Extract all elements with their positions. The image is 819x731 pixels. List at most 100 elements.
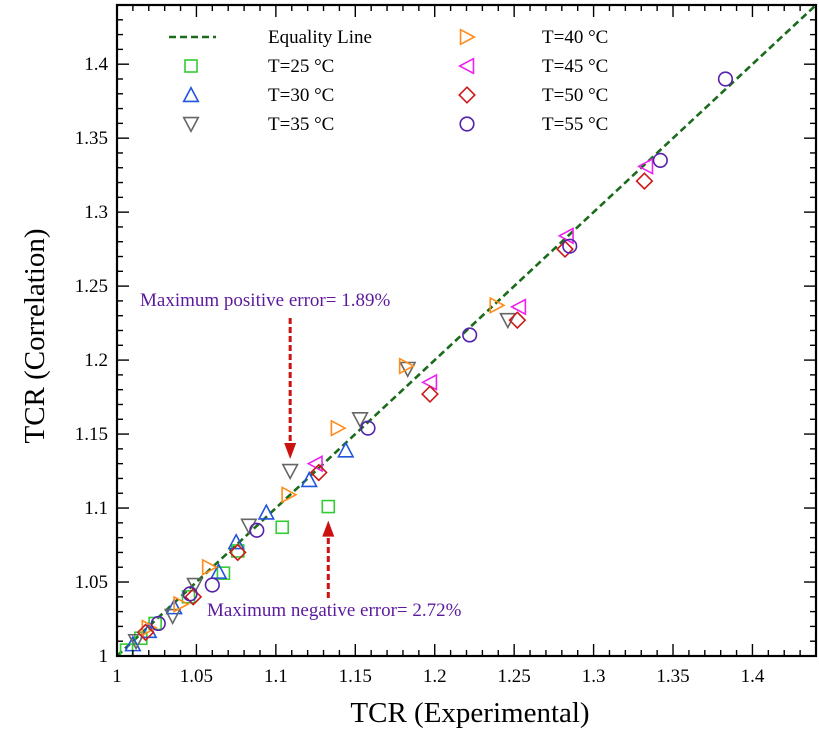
y-tick-label: 1.15 (75, 424, 108, 445)
arrow-head (284, 443, 297, 460)
y-axis-title: TCR (Correlation) (19, 228, 51, 443)
data-point (228, 543, 247, 562)
data-point (351, 412, 369, 429)
x-tick-label: 1.15 (339, 666, 372, 687)
data-point (562, 238, 578, 254)
legend-marker (458, 86, 476, 104)
annotation-positive-error: Maximum positive error= 1.89% (140, 290, 390, 311)
legend-entry: Equality Line (169, 27, 372, 48)
series-t-50-c (136, 172, 654, 642)
arrow-negative-error (322, 520, 335, 598)
data-point (557, 227, 574, 245)
y-tick-label: 1.1 (84, 498, 108, 519)
data-point (165, 598, 183, 615)
legend-entry: T=25 °C (184, 56, 334, 77)
data-point (300, 470, 318, 488)
data-point (330, 419, 347, 437)
data-point (360, 420, 376, 436)
data-point (173, 595, 190, 613)
legend-entry: T=45 °C (457, 56, 608, 77)
y-tick-label: 1.4 (84, 54, 108, 75)
data-point (240, 518, 258, 535)
data-point (462, 327, 478, 343)
data-point (489, 296, 506, 314)
legend-label: T=35 °C (268, 114, 334, 135)
x-tick-label: 1.3 (582, 666, 606, 687)
data-point (186, 577, 204, 594)
arrow-head (322, 520, 335, 537)
legend-marker (457, 57, 475, 75)
legend-marker (459, 28, 477, 46)
data-point (337, 441, 355, 458)
data-point (127, 633, 145, 651)
data-point (281, 486, 298, 504)
y-tick-label: 1.05 (75, 572, 108, 593)
data-point (499, 312, 517, 330)
series-t-55-c (150, 71, 734, 632)
data-point (210, 562, 228, 579)
y-tick-label: 1.2 (84, 350, 108, 371)
legend-entry: T=40 °C (459, 27, 608, 48)
legend-entry: T=30 °C (182, 85, 334, 106)
series-t-40-c (141, 296, 506, 637)
data-point (163, 608, 182, 626)
data-point (184, 587, 203, 606)
legend: Equality Line T=25 °C T=30 °C T=35 °C T=40 °… (169, 27, 608, 135)
data-point (398, 357, 416, 375)
data-point (227, 533, 245, 550)
y-tick-label: 1.35 (75, 128, 108, 149)
annotation-negative-error: Maximum negative error= 2.72% (207, 600, 462, 621)
plot-data (116, 4, 817, 657)
legend-marker (182, 116, 200, 134)
legend-entry: T=55 °C (459, 114, 608, 135)
arrow-positive-error (284, 318, 297, 460)
x-tick-label: 1.2 (423, 666, 447, 687)
x-tick-label: 1.1 (264, 666, 288, 687)
data-point (182, 586, 198, 602)
data-point (249, 522, 265, 538)
legend-entry: T=35 °C (182, 114, 334, 135)
data-point (281, 463, 299, 481)
y-tick-label: 1.3 (84, 202, 108, 223)
y-tick-label: 1 (99, 646, 109, 667)
data-point (204, 577, 220, 593)
data-point (421, 385, 439, 404)
data-point (508, 311, 527, 330)
data-point (181, 590, 196, 604)
legend-marker (184, 59, 198, 73)
data-point (717, 71, 734, 87)
data-point (652, 152, 668, 168)
legend-marker (182, 85, 200, 103)
legend-marker (459, 116, 475, 132)
legend-label: T=40 °C (542, 27, 608, 48)
legend-label: Equality Line (268, 27, 372, 48)
legend-label: T=45 °C (542, 56, 608, 77)
x-tick-label: 1.05 (180, 666, 213, 687)
legend-label: T=25 °C (268, 56, 334, 77)
data-point (635, 172, 654, 190)
x-axis-title: TCR (Experimental) (350, 697, 589, 729)
data-point (150, 615, 166, 632)
axes: 1 1.05 1.1 1.15 1.2 1.25 1.3 1.35 1.4 1 1.05 1.1 1.1… (75, 3, 818, 687)
data-point (201, 558, 219, 576)
legend-label: T=30 °C (268, 85, 334, 106)
data-point (637, 157, 654, 175)
data-point (321, 499, 336, 514)
y-tick-label: 1.25 (75, 276, 108, 297)
data-point (509, 298, 527, 316)
x-tick-label: 1.35 (656, 666, 689, 687)
data-point (216, 566, 231, 580)
legend-label: T=55 °C (542, 114, 608, 135)
legend-entry: T=50 °C (458, 85, 608, 106)
data-point (309, 463, 328, 482)
data-point (136, 623, 155, 642)
x-tick-label: 1 (112, 666, 122, 687)
x-tick-label: 1.4 (741, 666, 765, 687)
equality-line (116, 4, 817, 657)
x-tick-label: 1.25 (498, 666, 531, 687)
data-point (257, 503, 275, 520)
series-t-35-c (127, 312, 517, 651)
data-point (556, 240, 574, 259)
data-point (275, 520, 290, 535)
